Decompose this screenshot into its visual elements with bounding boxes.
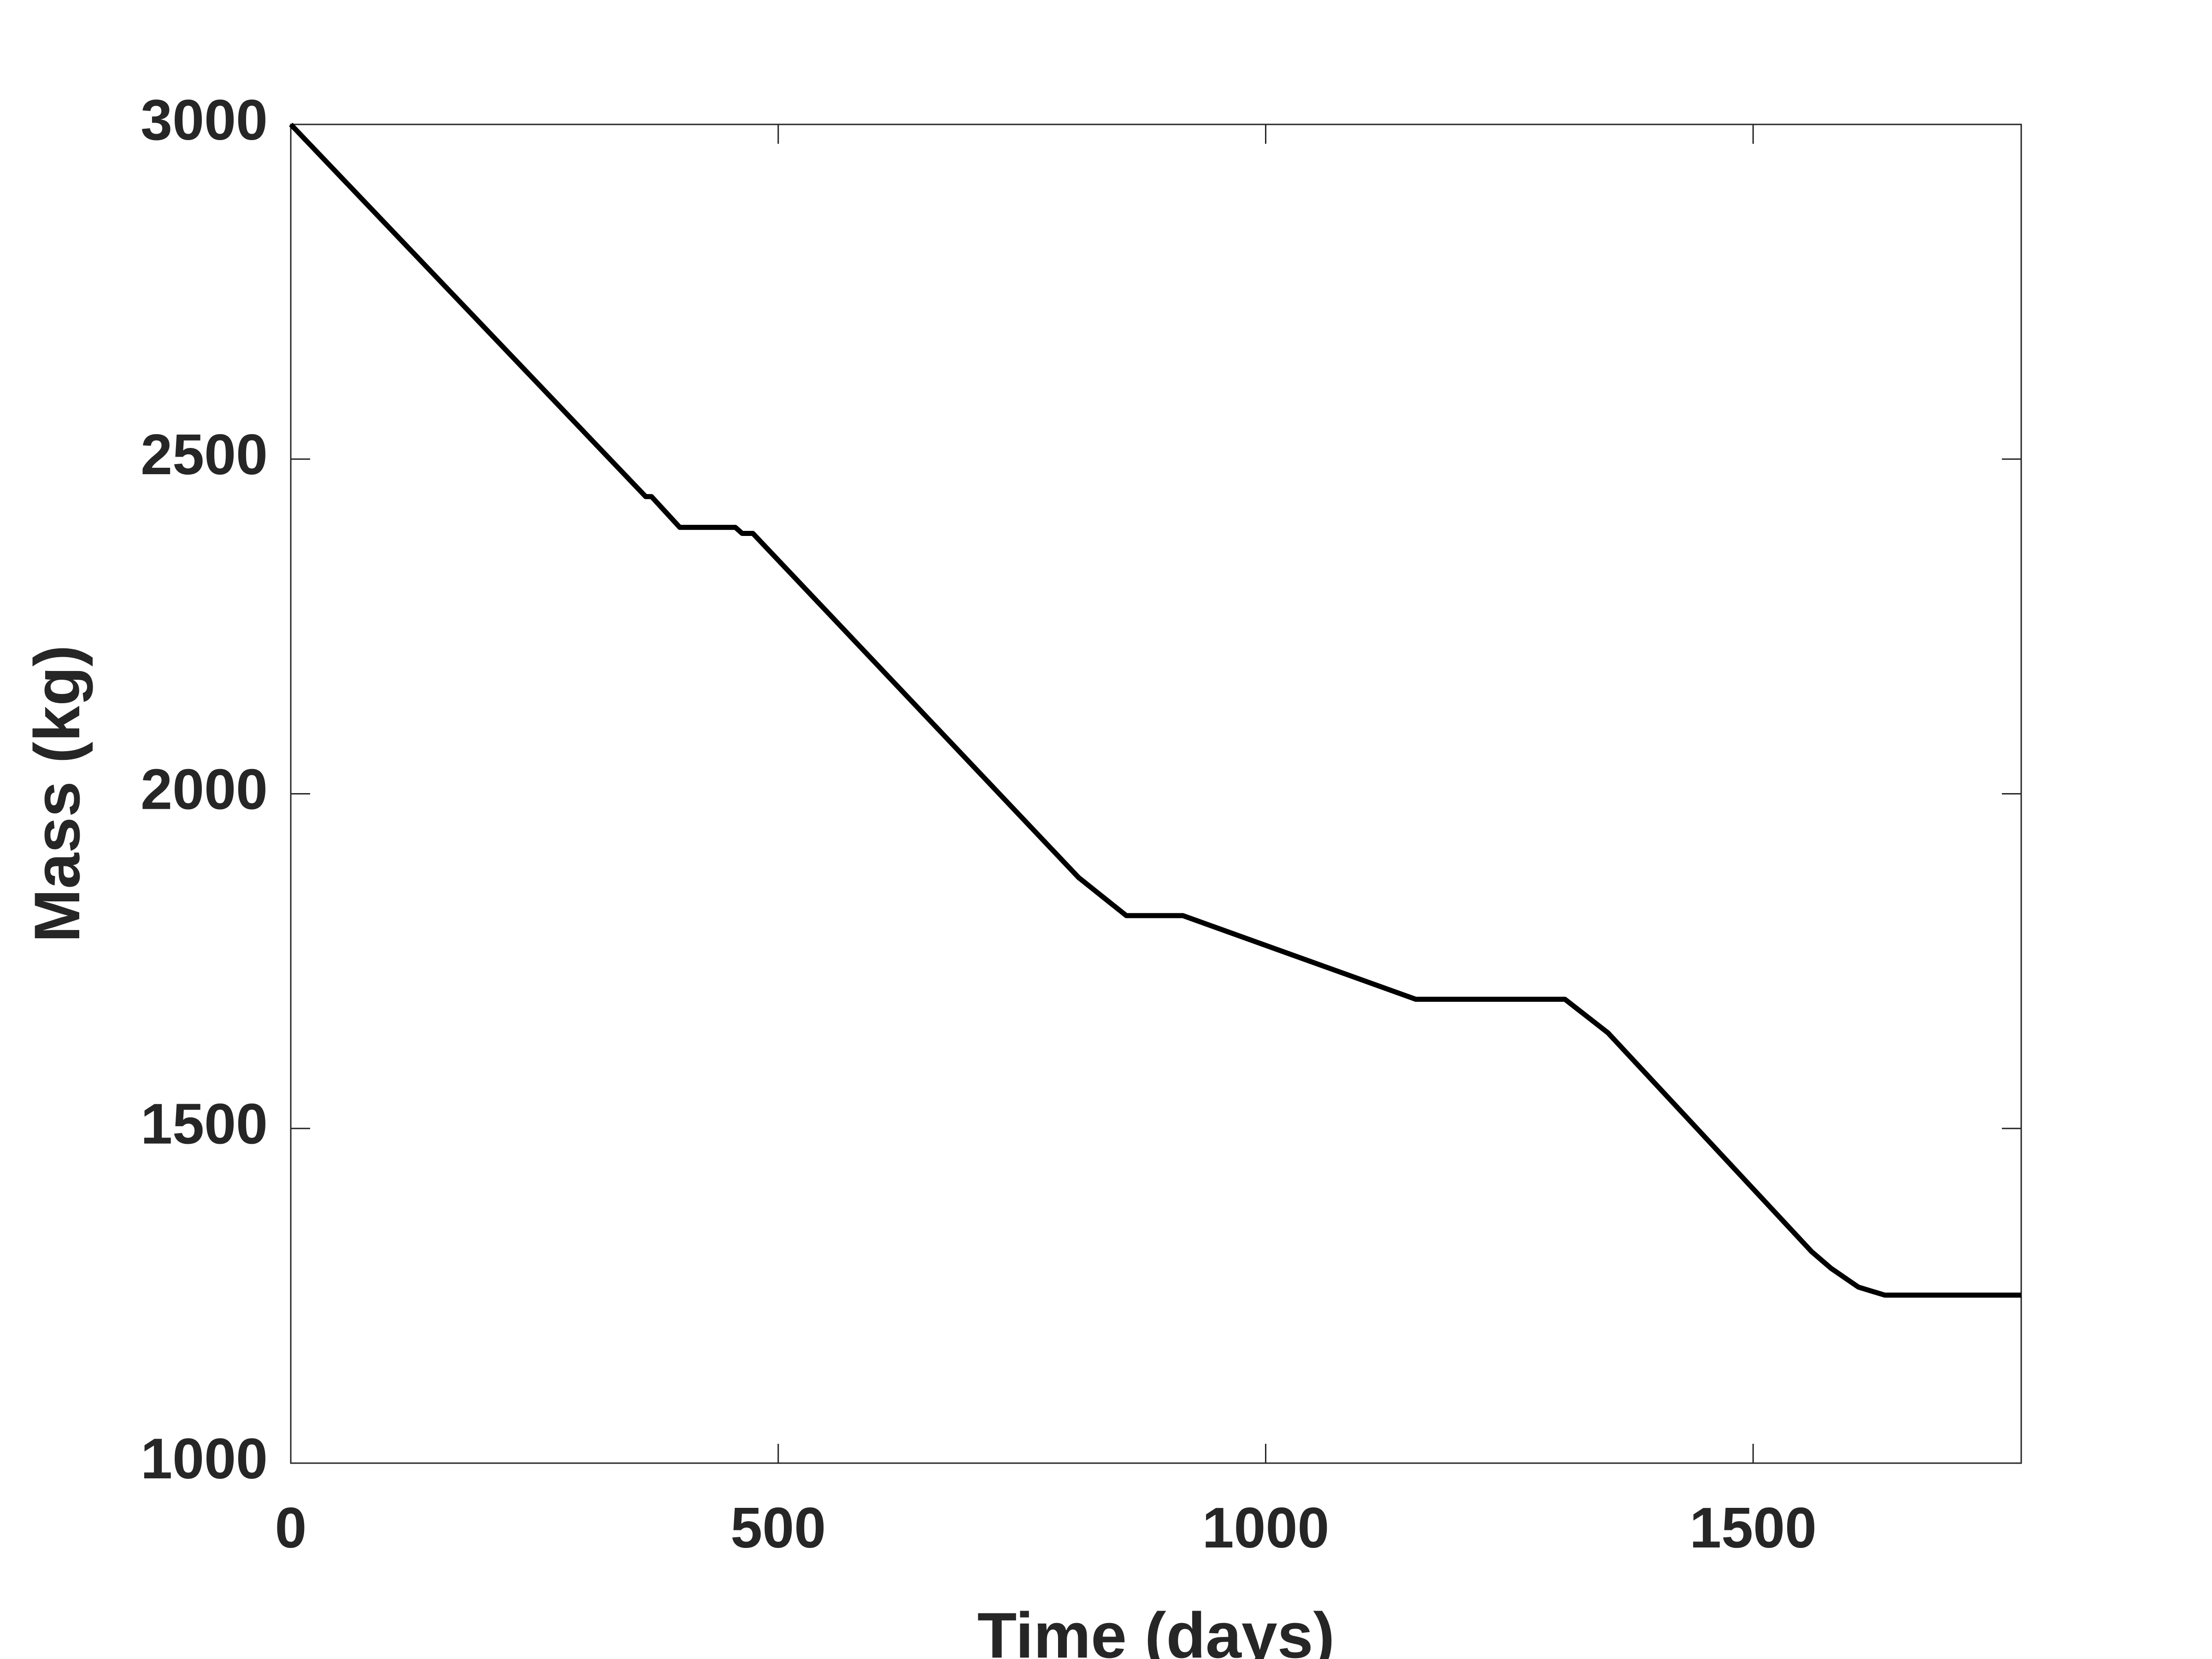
data-line bbox=[289, 123, 2021, 1298]
y-tick-label: 1000 bbox=[141, 1427, 268, 1491]
x-tick-label: 1500 bbox=[1689, 1496, 1817, 1560]
y-tick-label: 2000 bbox=[141, 758, 268, 821]
x-tick-label: 500 bbox=[730, 1496, 826, 1560]
y-axis-label: Mass (kg) bbox=[21, 645, 93, 943]
y-tick-label: 3000 bbox=[141, 88, 268, 152]
y-tick-label: 2500 bbox=[141, 423, 268, 487]
y-tick-label: 1500 bbox=[141, 1093, 268, 1156]
x-tick-label: 0 bbox=[275, 1496, 307, 1560]
plot-area bbox=[290, 124, 2022, 1464]
x-axis-label: Time (days) bbox=[977, 1599, 1335, 1659]
x-tick-label: 1000 bbox=[1202, 1496, 1330, 1560]
